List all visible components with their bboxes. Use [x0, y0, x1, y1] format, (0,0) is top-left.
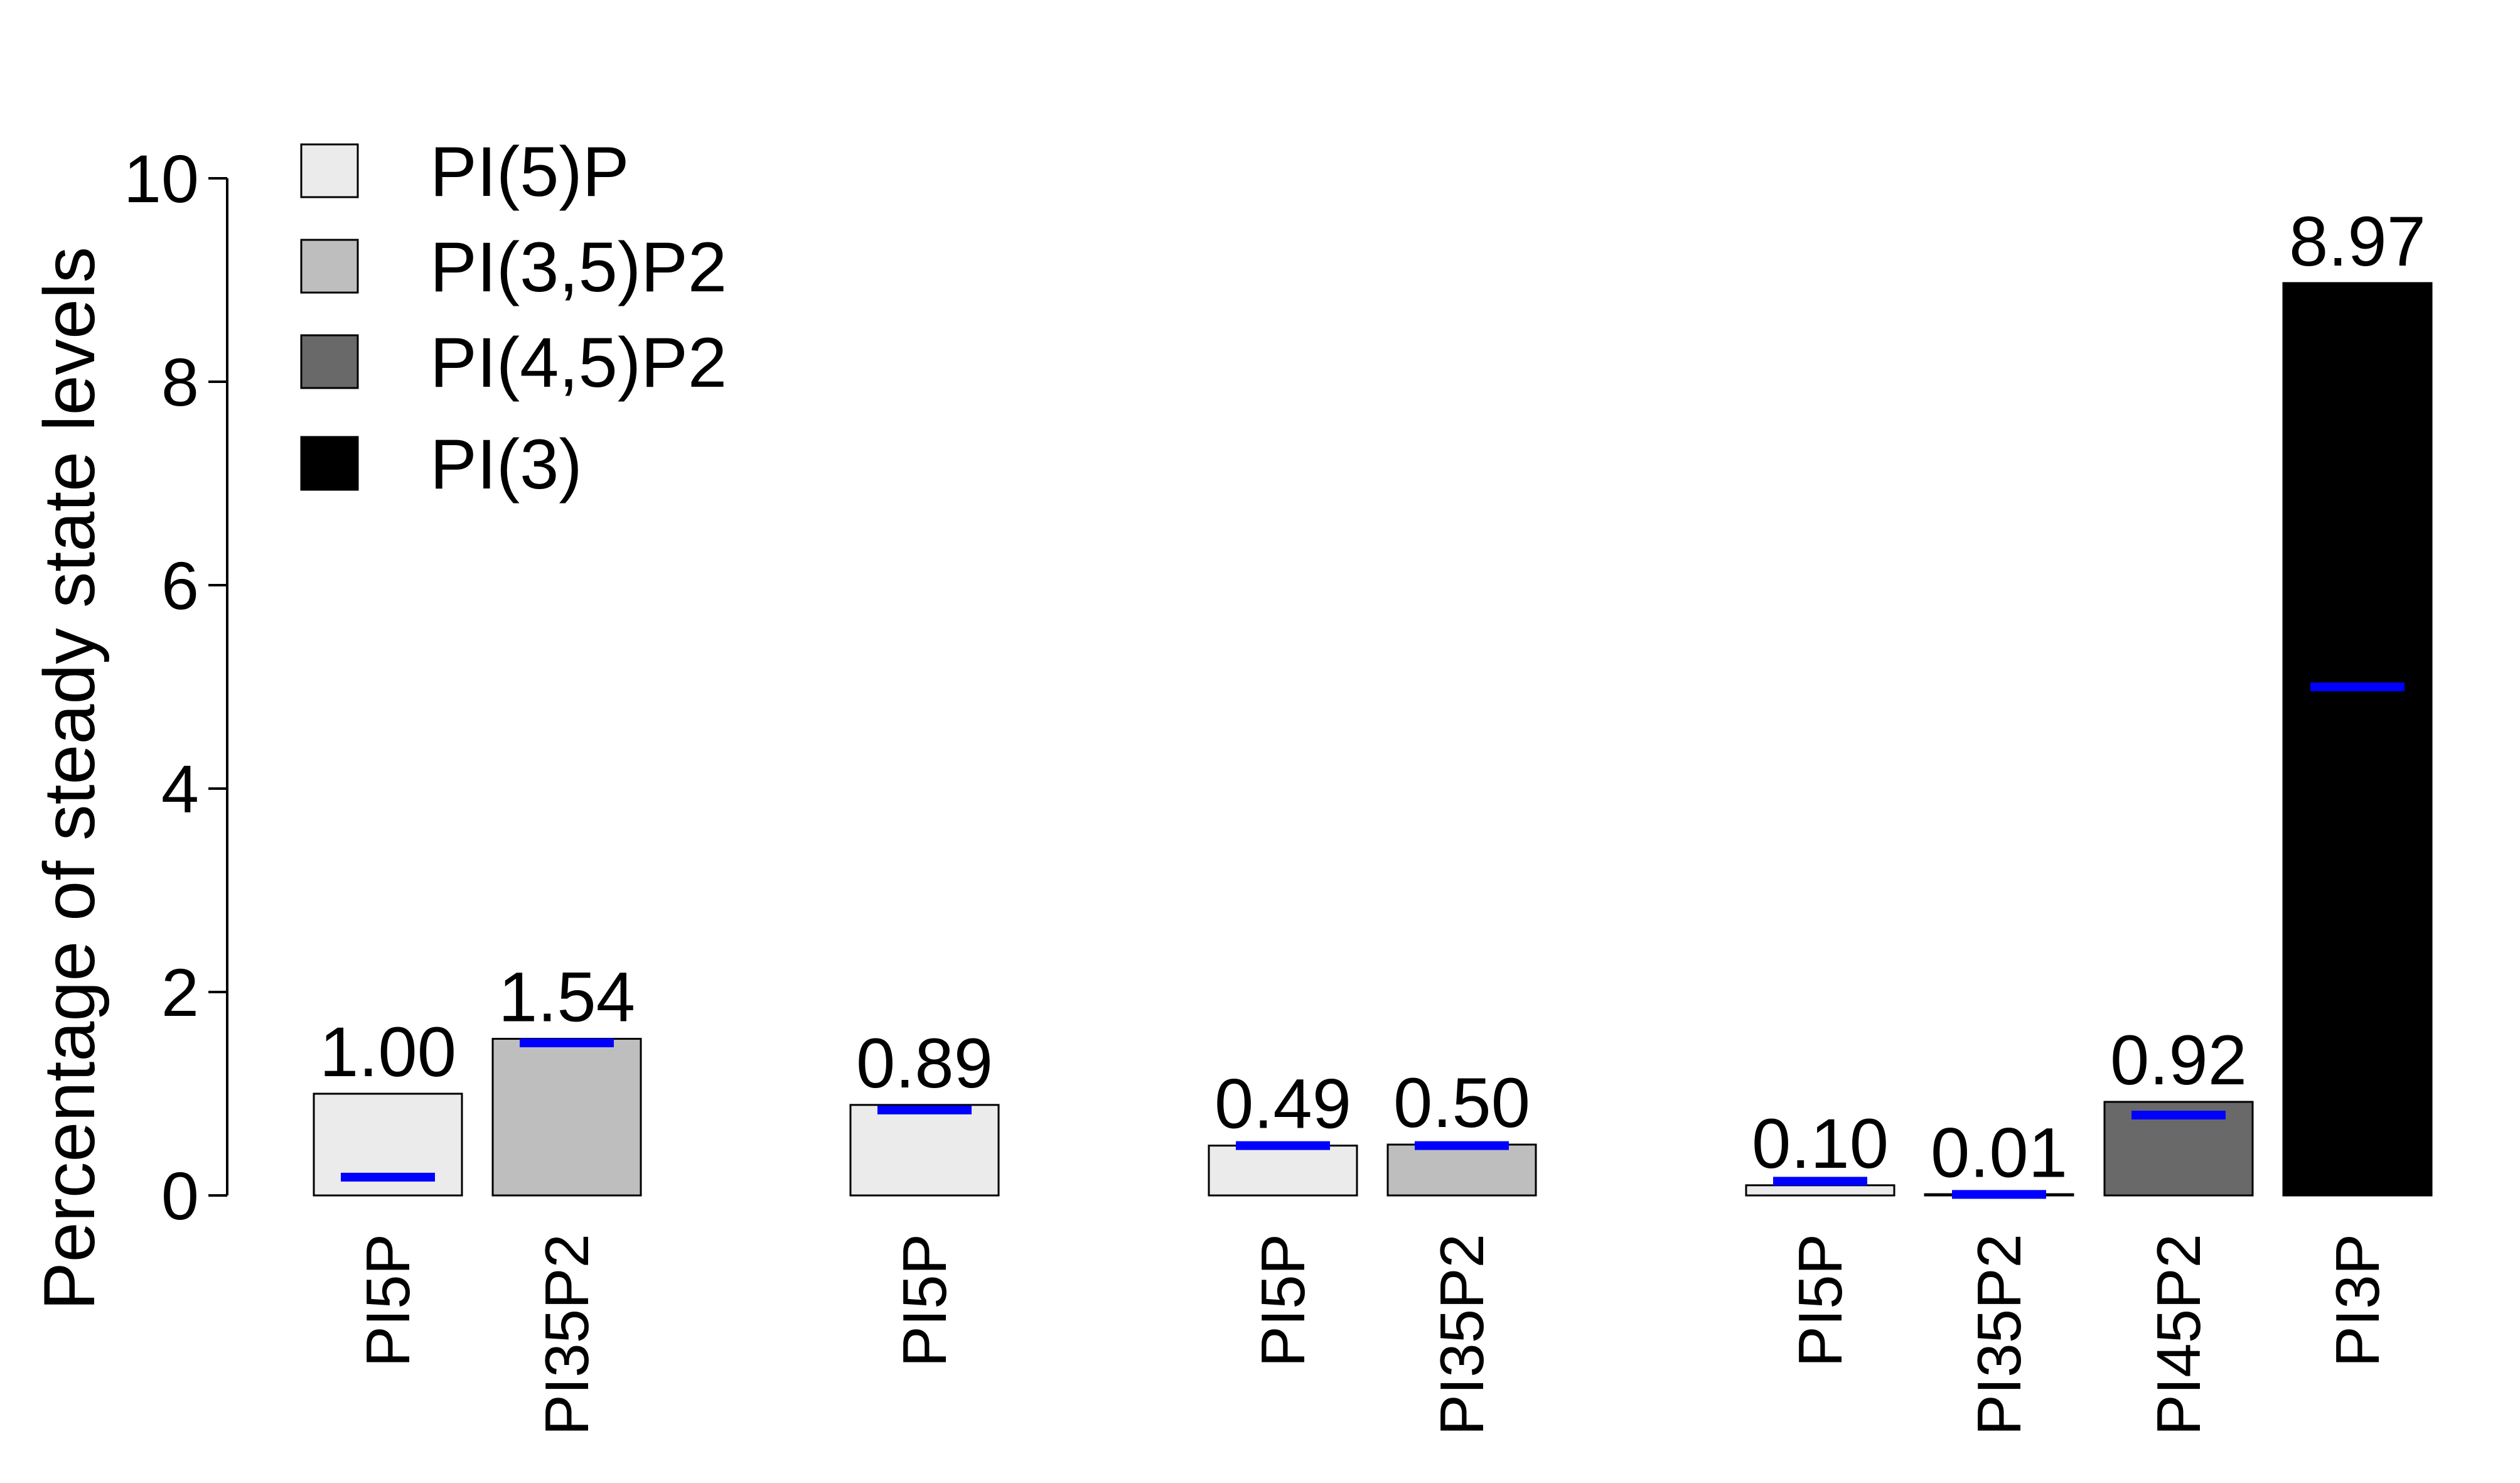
legend-label: PI(3,5)P2: [430, 228, 727, 306]
x-tick-label: PI35P2: [1965, 1234, 2034, 1435]
bar: [2282, 282, 2433, 1197]
bar: [1386, 1143, 1537, 1197]
x-tick-label: PI5P: [1248, 1234, 1317, 1367]
bar-value-label: 1.54: [498, 958, 635, 1037]
x-axis-labels: PI5P PI35P2 PI5P PI5P PI35P2 PI5P PI35P2 PI45P2…: [353, 1234, 2392, 1435]
y-tick-label: 8: [161, 344, 199, 420]
legend-label: PI(4,5)P2: [430, 323, 727, 402]
bar-value-label: 0.89: [856, 1024, 993, 1103]
legend-swatch: [300, 239, 359, 294]
legend-label: PI(3): [430, 425, 582, 504]
bars: [313, 282, 2433, 1197]
x-tick-label: PI35P2: [532, 1234, 601, 1435]
x-tick-label: PI3P: [2323, 1234, 2392, 1367]
y-tick-label: 0: [161, 1158, 199, 1234]
bar: [1745, 1184, 1895, 1197]
bar-value-label: 8.97: [2289, 202, 2426, 281]
legend-swatch: [300, 436, 359, 491]
x-tick-label: PI5P: [1786, 1234, 1855, 1367]
bar-value-label: 0.10: [1752, 1104, 1889, 1183]
x-tick-label: PI35P2: [1427, 1234, 1496, 1435]
x-tick-label: PI45P2: [2144, 1234, 2213, 1435]
bar: [1208, 1145, 1358, 1197]
legend: PI(5)P PI(3,5)P2 PI(4,5)P2 PI(3): [300, 132, 727, 504]
x-tick-label: PI5P: [890, 1234, 959, 1367]
y-tick-label: 2: [161, 954, 199, 1030]
bar-value-label: 0.01: [1931, 1113, 2067, 1192]
value-labels: 1.00 1.54 0.89 0.49 0.50 0.10 0.01 0.92 8.97: [319, 202, 2426, 1192]
bar-value-label: 1.00: [319, 1013, 456, 1091]
bar-value-label: 0.50: [1393, 1064, 1530, 1142]
y-tick-label: 6: [161, 547, 199, 623]
bar-value-label: 0.49: [1214, 1065, 1351, 1143]
y-axis: 0 2 4 6 8 10: [124, 141, 228, 1234]
legend-swatch: [300, 143, 359, 198]
legend-label: PI(5)P: [430, 132, 629, 211]
markers: [341, 682, 2405, 1199]
y-tick-label: 4: [161, 751, 199, 827]
y-tick-label: 10: [124, 141, 199, 217]
bar-value-label: 0.92: [2110, 1021, 2247, 1099]
y-axis-label: Percentage of steady state levels: [29, 247, 110, 1310]
legend-swatch: [300, 334, 359, 389]
x-tick-label: PI5P: [353, 1234, 422, 1367]
bar: [849, 1104, 1000, 1197]
bar: [491, 1038, 642, 1197]
